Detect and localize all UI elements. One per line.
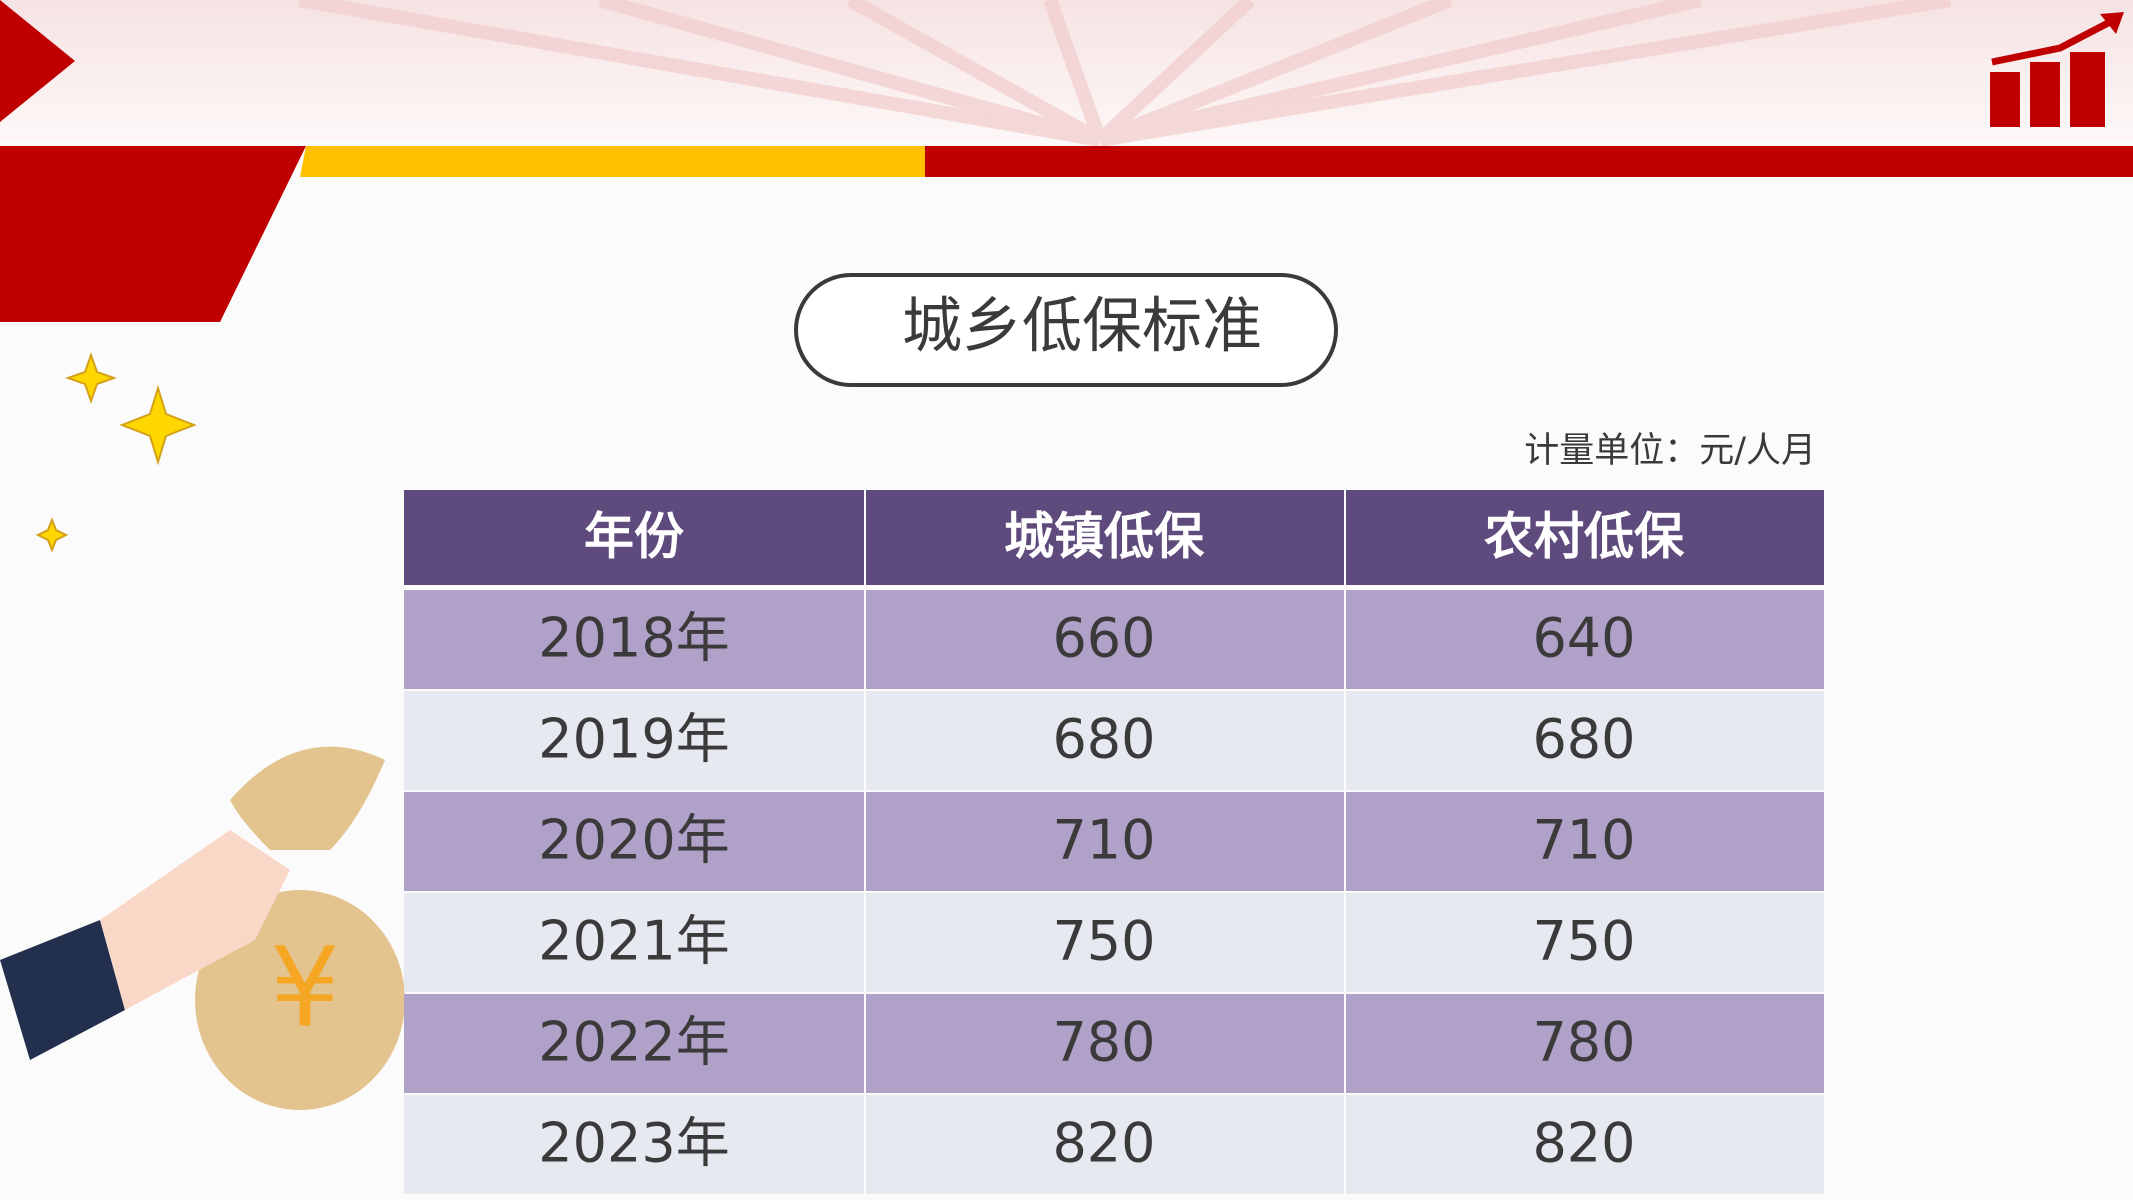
yellow-bar bbox=[306, 146, 925, 177]
cell-text: 2018年 bbox=[538, 607, 729, 670]
table-cell bbox=[1346, 691, 1824, 790]
cell-text: 2023年 bbox=[538, 1112, 729, 1175]
table-cell bbox=[1346, 590, 1824, 689]
table-cell bbox=[404, 893, 864, 992]
title: 城乡低保标准 bbox=[902, 292, 1262, 362]
table-cell bbox=[1346, 1095, 1824, 1194]
title-pill bbox=[794, 273, 1338, 387]
unit-note: 计量单位：元/人月 bbox=[1524, 431, 1816, 471]
table-cell bbox=[1346, 893, 1824, 992]
cell-text: 2021年 bbox=[538, 910, 729, 973]
cell-text: 640 bbox=[1532, 607, 1635, 670]
table-cell bbox=[866, 1095, 1344, 1194]
cell-text: 680 bbox=[1532, 708, 1635, 771]
svg-text:¥: ¥ bbox=[270, 923, 340, 1051]
cell-text: 750 bbox=[1532, 910, 1635, 973]
cell-text: 710 bbox=[1532, 809, 1635, 872]
header-text: 城镇低保 bbox=[1004, 508, 1205, 566]
cell-text: 820 bbox=[1052, 1112, 1155, 1175]
cell-text: 820 bbox=[1532, 1112, 1635, 1175]
table-cell bbox=[404, 994, 864, 1093]
table-cell bbox=[866, 691, 1344, 790]
corner-triangle bbox=[0, 0, 75, 122]
red-bar bbox=[925, 146, 2133, 177]
table-cell bbox=[1346, 994, 1824, 1093]
table-cell bbox=[404, 691, 864, 790]
yellow-tip bbox=[300, 146, 332, 177]
table-cell bbox=[404, 792, 864, 891]
red-block bbox=[0, 146, 306, 322]
money-bag: ¥ bbox=[0, 746, 405, 1110]
cell-text: 780 bbox=[1532, 1011, 1635, 1074]
header-text: 年份 bbox=[584, 508, 684, 566]
cell-text: 660 bbox=[1052, 607, 1155, 670]
cell-text: 680 bbox=[1052, 708, 1155, 771]
table-cell bbox=[866, 994, 1344, 1093]
cell-text: 780 bbox=[1052, 1011, 1155, 1074]
table-cell bbox=[866, 792, 1344, 891]
cell-text: 710 bbox=[1052, 809, 1155, 872]
table-cell bbox=[404, 1095, 864, 1194]
chart-icon bbox=[1990, 12, 2124, 127]
table-cell bbox=[866, 893, 1344, 992]
table-cell bbox=[1346, 792, 1824, 891]
header-cell bbox=[404, 490, 864, 585]
cell-text: 750 bbox=[1052, 910, 1155, 973]
header-text: 农村低保 bbox=[1484, 508, 1685, 566]
cell-text: 2022年 bbox=[538, 1011, 729, 1074]
table-cell bbox=[866, 590, 1344, 689]
stars bbox=[35, 351, 197, 553]
header-cell bbox=[1346, 490, 1824, 585]
rays bbox=[298, 0, 1952, 147]
table-cell bbox=[404, 590, 864, 689]
cell-text: 2019年 bbox=[538, 708, 729, 771]
cell-text: 2020年 bbox=[538, 809, 729, 872]
header-cell bbox=[866, 490, 1344, 585]
